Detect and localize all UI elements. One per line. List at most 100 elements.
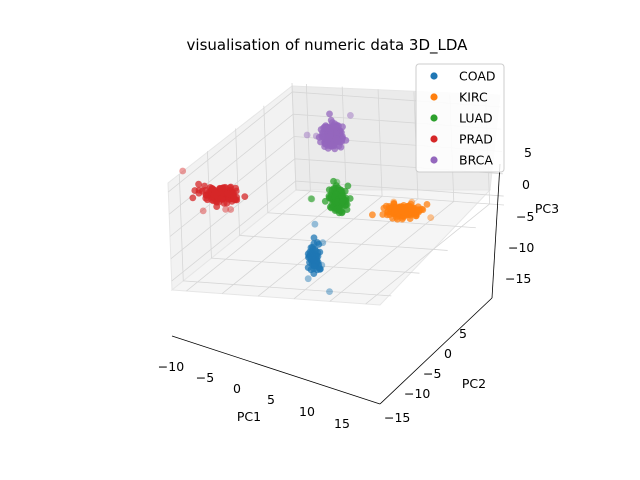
data-point bbox=[338, 198, 346, 206]
scatter-points bbox=[179, 110, 435, 295]
data-point bbox=[333, 128, 340, 136]
data-point bbox=[390, 198, 398, 206]
x-tick-label: 5 bbox=[267, 392, 275, 407]
data-point bbox=[195, 180, 203, 188]
data-point bbox=[326, 288, 333, 295]
z-tick-label: −15 bbox=[505, 271, 531, 286]
data-point bbox=[327, 116, 335, 124]
z-gridline bbox=[171, 180, 504, 282]
legend: COAD KIRC LUAD PRAD BRCA bbox=[415, 63, 505, 173]
data-point bbox=[410, 208, 418, 216]
x-tick-label: 15 bbox=[334, 416, 350, 431]
data-point bbox=[304, 275, 312, 283]
y-tick-label: 5 bbox=[459, 326, 467, 341]
data-point bbox=[201, 182, 208, 190]
data-point bbox=[308, 254, 316, 261]
data-point bbox=[311, 220, 319, 228]
data-point bbox=[344, 182, 352, 190]
data-point bbox=[326, 110, 333, 118]
data-point bbox=[332, 135, 340, 143]
y-gridline bbox=[178, 173, 392, 297]
x-tick-label: −5 bbox=[196, 370, 214, 385]
data-point bbox=[327, 142, 335, 150]
y-gridline bbox=[235, 128, 448, 251]
legend-marker bbox=[430, 93, 438, 101]
x-tick-label: 0 bbox=[233, 381, 241, 396]
legend-label: COAD bbox=[459, 69, 496, 84]
legend-marker bbox=[430, 72, 438, 80]
y-tick-label: −10 bbox=[404, 386, 430, 401]
data-point bbox=[427, 214, 435, 222]
data-point bbox=[221, 183, 229, 191]
data-point bbox=[383, 211, 391, 219]
data-point bbox=[406, 215, 414, 223]
data-point bbox=[334, 198, 341, 206]
y-axis-label: PC2 bbox=[462, 376, 486, 391]
data-point bbox=[323, 124, 330, 132]
z-tick-labels: −15 −10 −5 0 5 bbox=[505, 145, 534, 286]
data-point bbox=[230, 192, 238, 200]
data-point bbox=[304, 264, 312, 271]
data-point bbox=[398, 215, 406, 223]
data-point bbox=[312, 132, 320, 140]
data-point bbox=[401, 205, 409, 213]
data-point bbox=[179, 167, 187, 175]
legend-label: BRCA bbox=[459, 153, 493, 168]
data-point bbox=[313, 239, 321, 246]
data-point bbox=[408, 198, 416, 206]
y-axis-line bbox=[379, 297, 493, 405]
data-point bbox=[227, 183, 235, 191]
data-point bbox=[198, 187, 206, 195]
z-tick-label: −5 bbox=[516, 209, 534, 224]
data-point bbox=[308, 195, 316, 203]
data-point bbox=[199, 207, 207, 215]
data-point bbox=[223, 199, 231, 207]
data-point bbox=[326, 132, 334, 140]
x-axis-label: PC1 bbox=[237, 409, 261, 424]
data-point bbox=[321, 143, 328, 151]
z-tick-label: 0 bbox=[522, 177, 530, 192]
z-axis-label: PC3 bbox=[535, 201, 559, 216]
series-coad bbox=[304, 220, 333, 295]
data-point bbox=[390, 200, 398, 207]
legend-label: LUAD bbox=[459, 111, 493, 126]
data-point bbox=[333, 178, 341, 186]
data-point bbox=[307, 195, 315, 203]
data-point bbox=[338, 193, 346, 200]
data-point bbox=[241, 193, 249, 201]
series-luad bbox=[307, 177, 354, 217]
x-tick-labels: −10 −5 0 5 10 15 bbox=[158, 359, 350, 431]
data-point bbox=[317, 265, 324, 273]
data-point bbox=[391, 208, 399, 215]
series-brca bbox=[303, 110, 354, 153]
data-point bbox=[369, 211, 376, 219]
z-axis-line bbox=[491, 163, 501, 299]
data-point bbox=[319, 239, 327, 247]
data-point bbox=[310, 262, 318, 270]
y-tick-label: −15 bbox=[384, 410, 410, 425]
data-point bbox=[333, 131, 341, 139]
y-tick-label: −5 bbox=[423, 366, 441, 381]
legend-label: PRAD bbox=[459, 132, 493, 147]
data-point bbox=[202, 194, 210, 202]
z-tick-label: 5 bbox=[524, 145, 532, 160]
data-point bbox=[224, 190, 232, 198]
data-point bbox=[332, 130, 340, 137]
data-point bbox=[303, 131, 311, 139]
x-tick-label: 10 bbox=[299, 404, 315, 419]
axis-lines bbox=[171, 163, 501, 405]
legend-marker bbox=[430, 156, 438, 164]
data-point bbox=[217, 195, 225, 203]
data-point bbox=[405, 202, 413, 210]
y-gridline bbox=[263, 105, 476, 229]
series-kirc bbox=[369, 198, 435, 223]
data-point bbox=[211, 189, 219, 197]
data-point bbox=[318, 261, 326, 269]
legend-label: KIRC bbox=[459, 90, 488, 105]
legend-frame bbox=[415, 63, 505, 173]
y-tick-labels: −15 −10 −505 bbox=[384, 326, 467, 425]
x-tick-label: −10 bbox=[158, 359, 184, 374]
data-point bbox=[423, 201, 431, 208]
z-tick-label: −10 bbox=[508, 240, 534, 255]
